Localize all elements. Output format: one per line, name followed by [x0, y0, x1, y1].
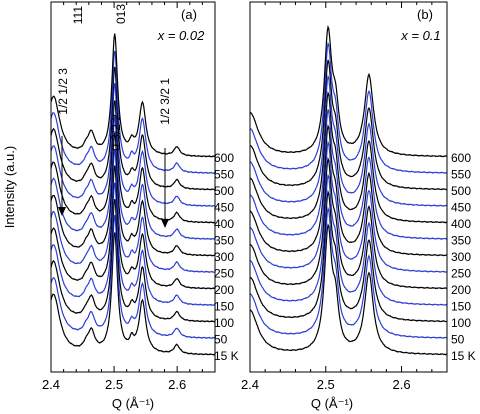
peak-label-111: 111: [71, 6, 85, 25]
temperature-label: 15 K: [214, 349, 239, 363]
peak-label-half-half-3: 1/2 1/2 3: [56, 68, 70, 115]
trace-150: [250, 173, 447, 306]
trace-200: [250, 156, 447, 290]
trace-250: [51, 149, 215, 274]
panel-a-condition: x = 0.02: [157, 28, 205, 43]
temperature-label: 200: [451, 283, 471, 297]
arrow-half-3half-1: [161, 148, 169, 228]
trace-500: [51, 66, 215, 191]
peak-label-013: 013: [114, 4, 128, 24]
panel-b-ticks: 2.4 2.5 2.6: [241, 2, 448, 392]
temperature-label: 300: [214, 250, 234, 264]
x-tick-label: 2.6: [168, 377, 186, 392]
trace-300: [250, 124, 447, 257]
temperature-label: 50: [214, 333, 228, 347]
trace-450: [250, 74, 447, 207]
temperature-label: 400: [214, 217, 234, 231]
temperature-label: 350: [451, 234, 471, 248]
trace-400: [51, 100, 215, 224]
trace-50: [51, 215, 215, 339]
temperature-label: 500: [451, 184, 471, 198]
y-axis-label: Intensity (a.u.): [2, 146, 17, 228]
trace-600: [250, 24, 447, 158]
trace-150: [51, 182, 215, 307]
panel-a-frame: [50, 1, 216, 373]
temperature-label: 250: [214, 267, 234, 281]
x-tick-label: 2.6: [392, 377, 410, 392]
temperature-label: 550: [214, 168, 234, 182]
temperature-label: 450: [451, 201, 471, 215]
peak-label-half-3half-1: 1/2 3/2 1: [158, 78, 172, 125]
trace-350: [250, 109, 447, 240]
x-tick-label: 2.5: [317, 377, 335, 392]
trace-100: [51, 199, 215, 323]
panel-b-condition: x = 0.1: [400, 28, 440, 43]
temperature-label: 300: [451, 250, 471, 264]
peak-label-0-3half-2: 0 3/2 2: [109, 114, 123, 151]
trace-15-k: [51, 232, 215, 356]
temperature-label: 600: [451, 151, 471, 165]
temperature-label: 200: [214, 283, 234, 297]
trace-200: [51, 165, 215, 290]
x-tick-label: 2.4: [241, 377, 259, 392]
trace-50: [250, 206, 447, 339]
temperature-label: 450: [214, 201, 234, 215]
trace-600: [51, 33, 215, 158]
panel-a-traces: [51, 33, 215, 356]
trace-550: [250, 41, 447, 174]
trace-550: [51, 50, 215, 175]
temperature-label: 15 K: [451, 349, 476, 363]
x-tick-label: 2.5: [105, 377, 123, 392]
trace-400: [250, 91, 447, 224]
trace-15-k: [250, 223, 447, 356]
temperature-label: 150: [214, 300, 234, 314]
x-tick-label: 2.4: [42, 377, 60, 392]
temperature-label: 250: [451, 267, 471, 281]
temperature-label: 600: [214, 151, 234, 165]
trace-300: [51, 132, 215, 257]
panel-b-temperature-labels: 15 K 50 100 150 200 250 300 350 400 450 500 550 600: [451, 151, 476, 363]
panel-b-label: (b): [417, 7, 433, 22]
trace-100: [250, 189, 447, 323]
panel-b-traces: [250, 24, 447, 356]
trace-500: [250, 59, 447, 191]
panel-a-x-axis-label: Q (Å⁻¹): [112, 396, 154, 411]
temperature-label: 100: [214, 316, 234, 330]
panel-a: 2.4 2.5 2.6 15 K 50 100 150 200 250 300 350 400 450…: [42, 1, 239, 411]
trace-450: [51, 83, 215, 208]
panel-a-ticks: 2.4 2.5 2.6: [42, 2, 216, 392]
panel-b: 2.4 2.5 2.6 15 K 50 100 150 200 250 300 350 400 450…: [241, 1, 476, 411]
temperature-label: 350: [214, 234, 234, 248]
trace-250: [250, 140, 447, 273]
temperature-label: 550: [451, 168, 471, 182]
temperature-label: 50: [451, 333, 465, 347]
arrow-half-half-3: [58, 136, 66, 216]
panel-b-x-axis-label: Q (Å⁻¹): [311, 396, 353, 411]
temperature-label: 500: [214, 184, 234, 198]
panel-a-temperature-labels: 15 K 50 100 150 200 250 300 350 400 450 500 550 600: [214, 151, 239, 363]
panel-b-frame: [249, 1, 448, 373]
temperature-label: 100: [451, 316, 471, 330]
temperature-label: 400: [451, 217, 471, 231]
temperature-label: 150: [451, 300, 471, 314]
panel-a-label: (a): [181, 7, 197, 22]
trace-350: [51, 116, 215, 241]
